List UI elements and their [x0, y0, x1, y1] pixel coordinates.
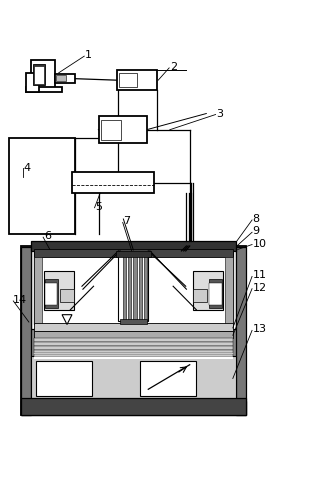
Bar: [120, 319, 147, 325]
Bar: [208, 279, 222, 308]
Text: 3: 3: [216, 109, 223, 119]
Text: 13: 13: [253, 324, 267, 335]
Bar: [31, 241, 236, 251]
Bar: [101, 121, 121, 140]
Bar: [21, 398, 246, 415]
Bar: [209, 283, 221, 305]
Text: 9: 9: [253, 226, 260, 236]
Bar: [56, 75, 66, 81]
Bar: [117, 70, 157, 90]
Bar: [133, 253, 137, 321]
Bar: [34, 357, 233, 359]
Text: 14: 14: [13, 295, 27, 305]
Bar: [139, 253, 142, 321]
Bar: [36, 361, 92, 396]
Bar: [123, 253, 126, 321]
Text: 5: 5: [95, 202, 102, 212]
Text: 7: 7: [124, 216, 131, 226]
Bar: [34, 342, 233, 345]
Bar: [26, 73, 39, 92]
Bar: [144, 253, 147, 321]
Bar: [34, 331, 233, 338]
Text: 8: 8: [253, 214, 260, 224]
Bar: [45, 283, 57, 305]
Bar: [34, 338, 233, 341]
Bar: [55, 74, 75, 83]
Bar: [9, 138, 75, 234]
Bar: [34, 66, 44, 84]
Bar: [99, 116, 147, 143]
Bar: [193, 271, 223, 310]
Text: 10: 10: [253, 239, 267, 248]
Bar: [116, 251, 151, 257]
Bar: [224, 257, 233, 325]
Bar: [34, 353, 233, 355]
Polygon shape: [236, 247, 246, 415]
Bar: [21, 246, 246, 415]
Polygon shape: [21, 400, 246, 415]
Text: 2: 2: [170, 62, 177, 72]
Bar: [34, 350, 233, 353]
Bar: [128, 253, 131, 321]
Bar: [33, 64, 45, 85]
Bar: [34, 346, 233, 349]
Bar: [119, 252, 148, 321]
Bar: [31, 247, 236, 330]
Bar: [26, 87, 62, 92]
Polygon shape: [21, 247, 31, 415]
Bar: [45, 279, 58, 308]
Bar: [60, 289, 74, 303]
Bar: [44, 271, 74, 310]
Text: 12: 12: [253, 283, 267, 293]
Bar: [119, 73, 137, 87]
Bar: [72, 172, 154, 193]
Bar: [34, 323, 233, 331]
Bar: [34, 252, 233, 325]
Bar: [34, 354, 233, 357]
Bar: [31, 60, 55, 89]
Polygon shape: [62, 315, 72, 325]
Bar: [31, 356, 236, 400]
Bar: [34, 341, 233, 343]
Text: 1: 1: [85, 50, 92, 60]
Text: 6: 6: [44, 231, 51, 241]
Bar: [34, 249, 233, 257]
Bar: [140, 361, 196, 396]
Bar: [34, 257, 42, 325]
Bar: [34, 345, 233, 347]
Text: 11: 11: [253, 271, 267, 280]
Bar: [34, 349, 233, 351]
Bar: [193, 289, 207, 303]
Text: 4: 4: [23, 162, 30, 173]
